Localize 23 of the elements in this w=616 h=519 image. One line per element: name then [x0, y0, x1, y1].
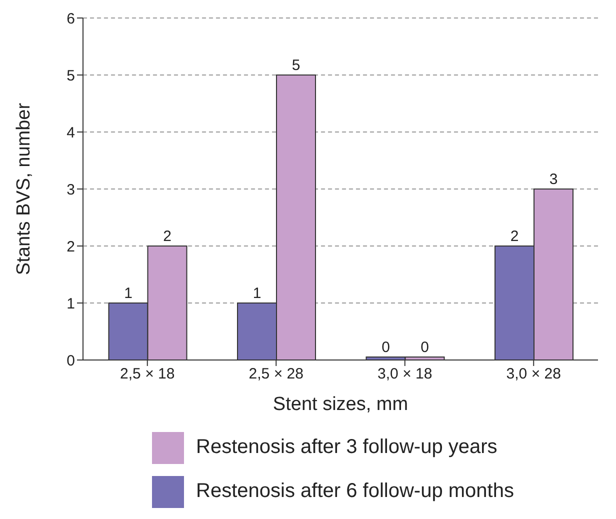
x-axis-title: Stent sizes, mm	[272, 394, 408, 415]
data-label: 0	[382, 339, 390, 356]
y-tick-label: 3	[66, 181, 75, 198]
y-tick-label: 4	[66, 124, 75, 142]
y-tick-label: 1	[66, 295, 75, 312]
data-label: 1	[124, 285, 132, 302]
x-tick-label: 2,5 × 28	[248, 366, 304, 383]
data-label: 2	[163, 228, 172, 245]
x-tick-label: 3,0 × 18	[378, 366, 432, 383]
y-tick-label: 5	[66, 67, 75, 84]
data-label: 3	[549, 171, 558, 188]
y-tick-label: 2	[66, 238, 75, 256]
y-tick-label: 0	[66, 352, 75, 370]
x-tick-label: 3,0 × 28	[506, 366, 561, 383]
x-tick-label: 2,5 × 18	[120, 366, 175, 383]
data-label: 5	[292, 57, 300, 74]
y-axis-title: Stants BVS, number	[14, 102, 35, 276]
y-tick-label: 6	[66, 10, 75, 28]
data-label: 0	[420, 339, 429, 356]
data-label: 2	[510, 228, 519, 245]
legend-label: Restenosis after 3 follow-up years	[196, 436, 498, 458]
data-label: 1	[252, 285, 262, 302]
legend-label: Restenosis after 6 follow-up months	[196, 480, 514, 502]
